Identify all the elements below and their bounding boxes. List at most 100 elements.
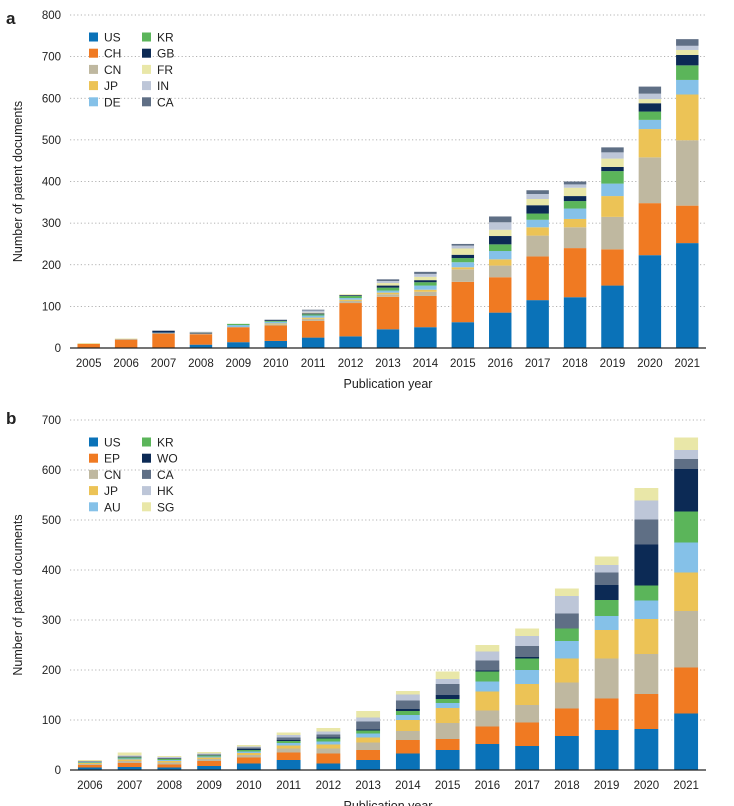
bar-a-2012-DE — [339, 298, 362, 300]
bar-a-2007-DE — [152, 332, 175, 334]
bar-b-2016-EP — [475, 726, 500, 744]
bar-a-2019-JP — [601, 196, 624, 217]
bar-a-2007-CH — [152, 333, 175, 348]
legend-swatch-b-KR — [142, 437, 151, 447]
bar-a-2006-CH — [114, 339, 138, 348]
bar-b-2013-JP — [356, 737, 381, 743]
bar-b-2018-KR — [554, 628, 579, 641]
legend-swatch-a-JP — [89, 81, 98, 91]
xtick-label-a-2020: 2020 — [637, 358, 663, 370]
bar-b-2017-CN — [515, 705, 540, 723]
chart-a: 0 100 200 300 400 500 600 700 800 Number of paten… — [11, 10, 706, 391]
bar-b-2018-AU — [554, 641, 579, 659]
ytick-label-b-700: 700 — [42, 415, 61, 427]
xtick-label-b-2021: 2021 — [673, 780, 699, 792]
bar-a-2015-US — [451, 322, 475, 348]
xtick-label-b-2007: 2007 — [117, 780, 143, 792]
bar-a-2020-KR — [638, 111, 662, 120]
bar-b-2015-CA — [435, 684, 460, 695]
bar-b-2017-KR — [515, 658, 540, 670]
bar-b-2021-KR — [674, 511, 699, 543]
bar-b-2011-CA — [276, 737, 301, 740]
ytick-label-a-800: 800 — [42, 10, 61, 22]
bar-a-2013-IN — [376, 280, 400, 284]
bar-b-2006-US — [77, 767, 102, 770]
x-axis-title-a: Publication year — [344, 377, 433, 391]
legend-label-a-CN: CN — [104, 63, 121, 77]
legend-label-a-FR: FR — [157, 63, 173, 77]
bar-b-2019-CN — [594, 658, 619, 699]
bar-a-2017-FR — [526, 198, 549, 206]
bar-a-2012-FR — [339, 294, 362, 296]
bar-a-2020-GB — [638, 103, 662, 112]
bar-b-2015-JP — [435, 708, 460, 723]
bar-a-2013-CN — [376, 294, 400, 297]
bar-b-2016-SG — [475, 645, 500, 652]
xtick-label-a-2008: 2008 — [188, 358, 214, 370]
bar-b-2013-AU — [356, 733, 381, 738]
x-axis-title-b: Publication year — [344, 799, 433, 806]
bar-b-2020-JP — [634, 619, 659, 654]
bar-a-2013-US — [376, 329, 400, 348]
bar-b-2010-CA — [236, 747, 261, 749]
bar-b-2012-CA — [316, 734, 341, 738]
bar-b-2008-JP — [157, 761, 182, 763]
bar-b-2019-CA — [594, 572, 619, 585]
bar-b-2016-CN — [475, 710, 500, 727]
bar-b-2018-US — [554, 736, 579, 770]
bar-b-2011-JP — [276, 745, 301, 749]
legend-label-b-AU: AU — [104, 500, 121, 514]
legend-swatch-b-US — [89, 437, 98, 447]
bar-b-2007-HK — [117, 755, 142, 757]
legend-label-b-SG: SG — [157, 500, 174, 514]
bar-b-2007-CA — [117, 756, 142, 758]
bar-a-2008-GB — [189, 332, 213, 334]
bar-b-2009-SG — [197, 752, 222, 754]
xtick-label-b-2015: 2015 — [435, 780, 461, 792]
xtick-label-b-2016: 2016 — [475, 780, 501, 792]
bar-a-2017-CA — [526, 190, 549, 194]
legend-swatch-b-JP — [89, 486, 98, 496]
bar-b-2006-SG — [77, 760, 102, 761]
xtick-label-a-2015: 2015 — [450, 358, 476, 370]
bar-b-2009-KR — [197, 755, 222, 757]
bar-b-2012-US — [316, 763, 341, 770]
ytick-label-a-200: 200 — [42, 260, 61, 272]
legend-swatch-b-SG — [142, 502, 151, 512]
bar-b-2009-CA — [197, 754, 222, 756]
bar-a-2014-GB — [414, 280, 437, 283]
bar-b-2008-CA — [157, 758, 182, 759]
bar-a-2018-GB — [563, 196, 587, 202]
bar-a-2011-KR — [301, 314, 325, 316]
bar-a-2018-CA — [563, 181, 587, 185]
bar-a-2010-GB — [264, 320, 287, 321]
ytick-label-b-400: 400 — [42, 565, 61, 577]
bar-a-2021-CA — [676, 39, 699, 46]
bar-b-2021-SG — [674, 437, 699, 450]
xtick-label-a-2017: 2017 — [525, 358, 551, 370]
bar-a-2012-CH — [339, 303, 362, 337]
bar-a-2019-CA — [601, 147, 624, 153]
bar-b-2013-SG — [356, 711, 381, 718]
bar-a-2021-CN — [676, 140, 699, 206]
bar-a-2019-KR — [601, 171, 624, 184]
legend-swatch-a-GB — [142, 48, 151, 58]
bar-b-2014-WO — [395, 709, 420, 711]
bar-a-2017-JP — [526, 227, 549, 236]
bar-b-2014-JP — [395, 720, 420, 731]
bar-b-2007-KR — [117, 757, 142, 759]
bar-b-2006-CN — [77, 764, 102, 765]
bar-a-2020-FR — [638, 99, 662, 104]
bar-a-2021-DE — [676, 79, 699, 95]
bar-a-2018-IN — [563, 184, 587, 188]
bar-a-2018-US — [563, 297, 587, 348]
ytick-label-b-0: 0 — [55, 765, 61, 777]
bar-b-2019-KR — [594, 600, 619, 616]
bar-b-2007-SG — [117, 752, 142, 756]
legend-label-b-CN: CN — [104, 468, 121, 482]
bar-a-2008-CH — [189, 334, 213, 345]
legend-swatch-a-IN — [142, 81, 151, 91]
bar-a-2021-JP — [676, 94, 699, 141]
bar-a-2010-KR — [264, 320, 287, 322]
